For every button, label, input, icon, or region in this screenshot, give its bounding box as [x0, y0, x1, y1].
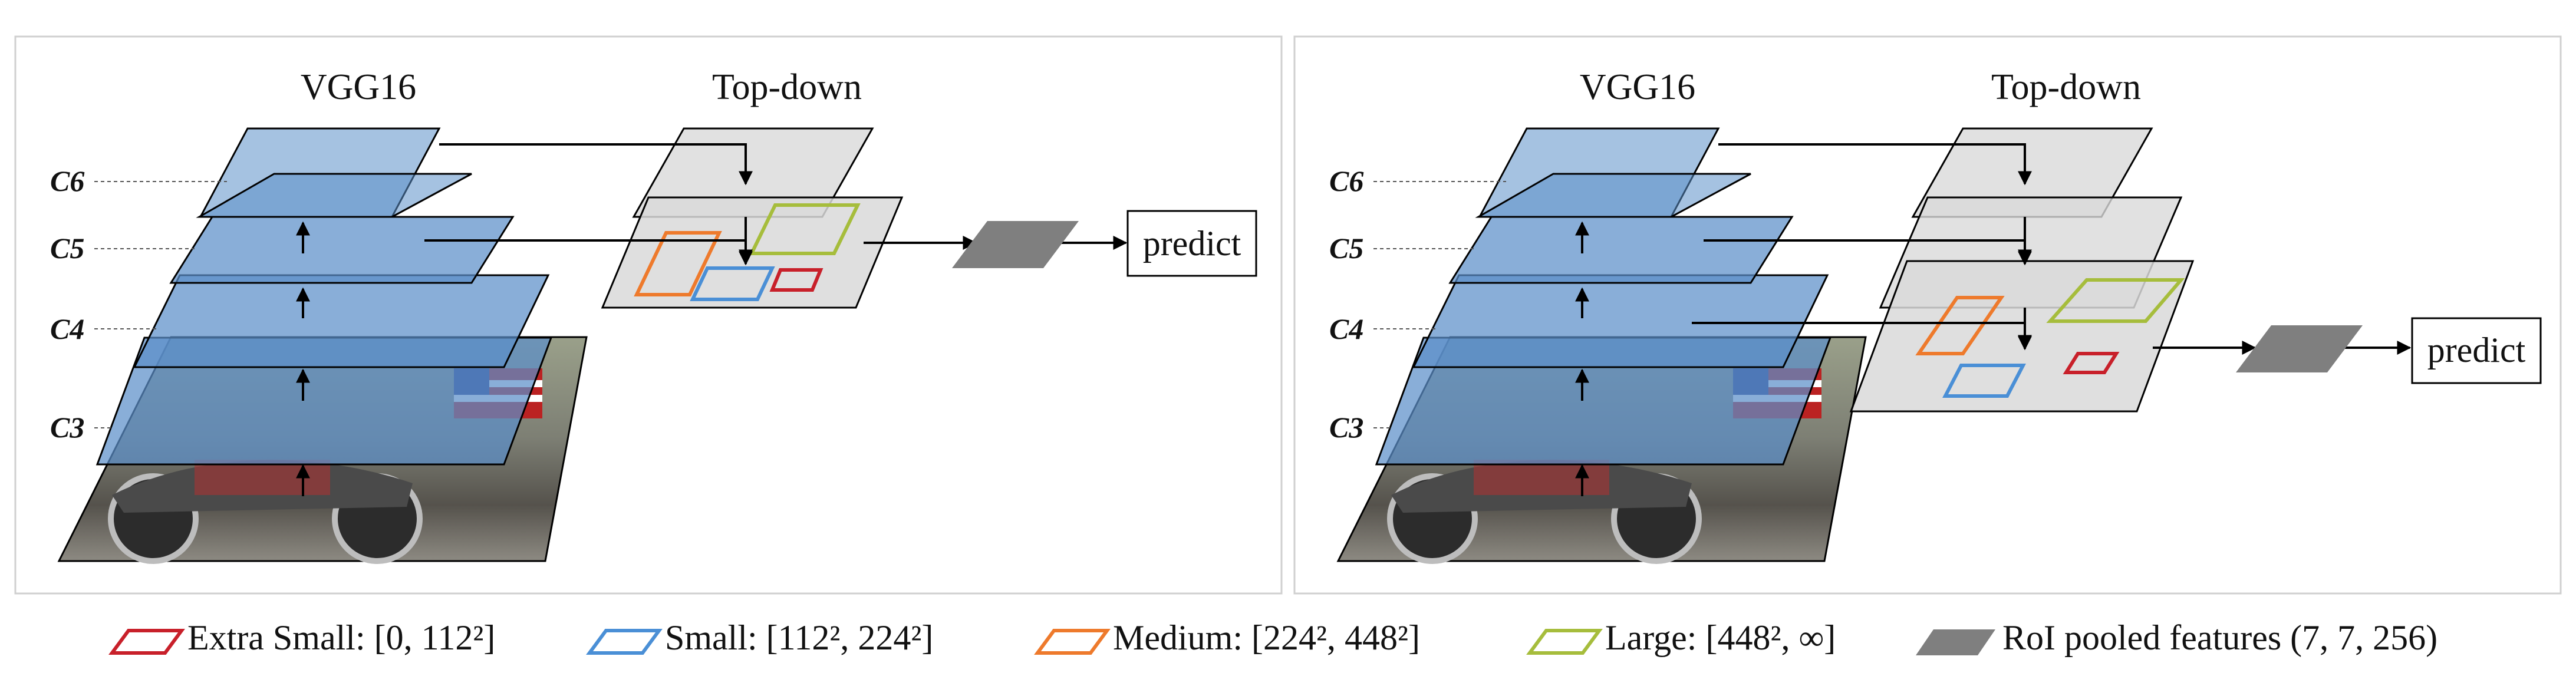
legend: Extra Small: [0, 112²] Small: [112², 224…	[108, 618, 2437, 657]
panel-left-box-large	[749, 203, 861, 255]
panel-right-vgg-c6-layer	[1475, 173, 1751, 218]
legend-swatch-roi-pooled	[1916, 629, 1995, 655]
legend-item-large: Large: [448², ∞]	[1526, 618, 1836, 657]
legend-swatch-medium	[1034, 629, 1111, 655]
panel-left-label-c5: C5	[50, 232, 84, 265]
panel-left-vgg-c4-layer	[133, 274, 550, 368]
panel-right-roi-pooled-features	[2236, 325, 2363, 372]
panel-left-label-c6: C6	[50, 164, 84, 197]
panel-left: VGG16 Top-down	[14, 35, 1283, 595]
panel-left-box-small	[690, 266, 775, 301]
panel-left-backbone-title: VGG16	[301, 67, 416, 107]
panel-right-label-c3: C3	[1329, 411, 1363, 444]
panel-right-frame	[1293, 35, 2562, 595]
panel-left-box-medium	[634, 231, 722, 296]
panel-right-label-c4: C4	[1329, 312, 1363, 345]
legend-item-small: Small: [112², 224²]	[586, 618, 933, 657]
legend-item-roi-pooled: RoI pooled features (7, 7, 256)	[1916, 618, 2437, 657]
panel-right: VGG16 Top-down	[1293, 35, 2562, 595]
legend-item-medium: Medium: [224², 448²]	[1034, 618, 1420, 657]
panel-left-box-extra-small	[769, 268, 823, 292]
panel-right-box-large	[2046, 278, 2185, 323]
legend-item-extra-small: Extra Small: [0, 112²]	[108, 618, 495, 657]
panel-right-lateral-arrows	[1692, 143, 2412, 355]
panel-right-box-extra-small	[2063, 352, 2120, 374]
panel-left-predict-label: predict	[1143, 224, 1241, 263]
panel-left-topdown-title: Top-down	[712, 67, 862, 107]
panel-right-backbone-title: VGG16	[1580, 67, 1695, 107]
panel-right-predict-label: predict	[2427, 331, 2526, 370]
motorcycle-icon	[1387, 460, 1702, 564]
panel-right-box-small	[1942, 364, 2026, 398]
panel-left-roi-pooled-features	[952, 221, 1079, 268]
legend-label-extra-small: Extra Small: [0, 112²]	[187, 618, 495, 657]
panel-right-box-medium	[1915, 296, 2005, 355]
panel-left-label-c4: C4	[50, 312, 84, 345]
panel-left-frame	[14, 35, 1283, 595]
panel-right-topdown-title: Top-down	[1991, 67, 2141, 107]
panel-left-vgg-c5-layer	[169, 216, 515, 284]
panel-right-level-labels: C6 C5 C4 C3	[1329, 164, 1506, 444]
legend-swatch-small	[586, 629, 663, 655]
legend-label-large: Large: [448², ∞]	[1605, 618, 1836, 657]
panel-right-vgg-c5-layer	[1448, 216, 1794, 284]
panel-left-lateral-arrows	[424, 143, 1128, 266]
panel-left-vgg-c6-layer	[196, 173, 472, 218]
panel-left-predict-box: predict	[1126, 210, 1257, 277]
panel-right-label-c5: C5	[1329, 232, 1363, 265]
panel-right-vgg-c3-layer	[1375, 337, 1832, 466]
panel-right-label-c6: C6	[1329, 164, 1363, 197]
panel-left-level-labels: C6 C5 C4 C3	[50, 164, 227, 444]
legend-swatch-extra-small	[108, 629, 185, 655]
panel-right-predict-box: predict	[2411, 317, 2542, 384]
legend-label-small: Small: [112², 224²]	[665, 618, 933, 657]
legend-swatch-large	[1526, 629, 1603, 655]
legend-label-medium: Medium: [224², 448²]	[1113, 618, 1420, 657]
panel-right-vgg-c4-layer	[1412, 274, 1829, 368]
panel-right-topdown-layer-3	[1849, 260, 2195, 413]
legend-label-roi-pooled: RoI pooled features (7, 7, 256)	[2002, 618, 2437, 657]
panel-left-vgg-c3-layer	[95, 337, 553, 466]
panel-left-label-c3: C3	[50, 411, 84, 444]
